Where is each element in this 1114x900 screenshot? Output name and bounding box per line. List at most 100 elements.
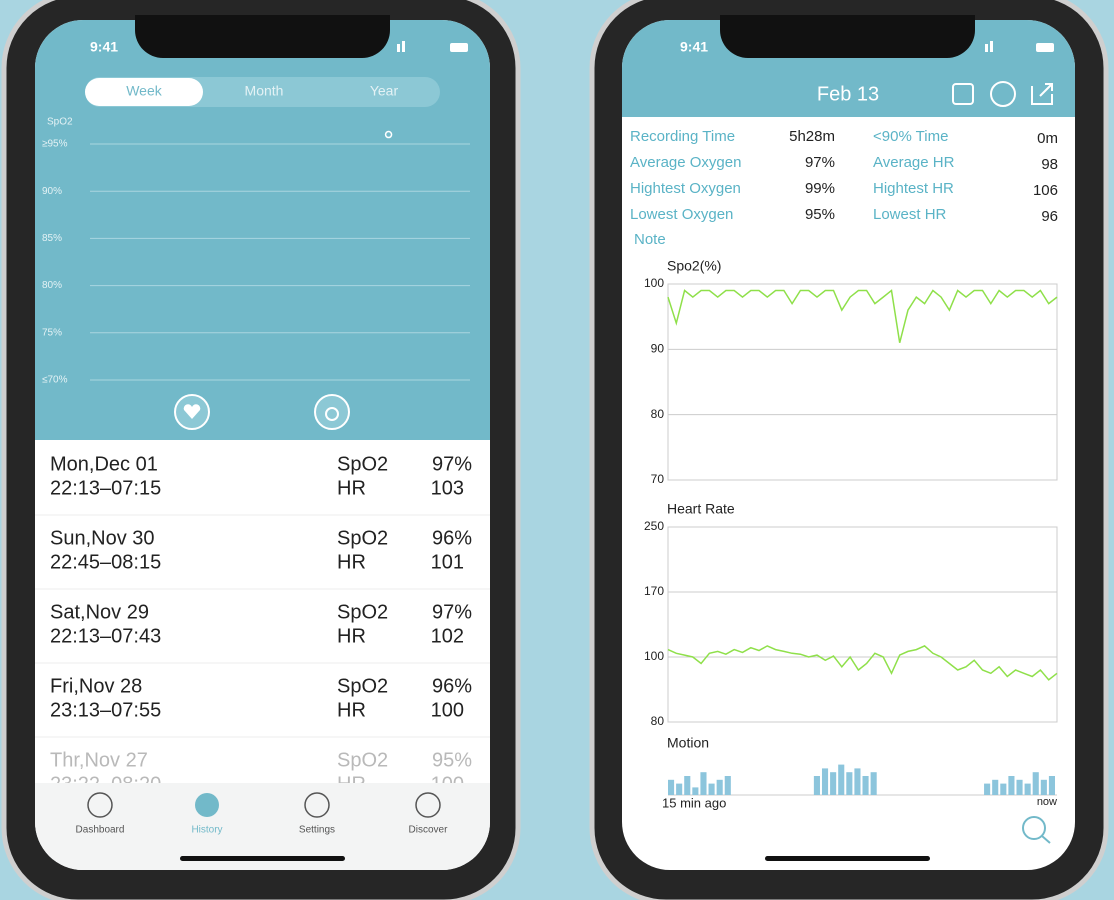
y-tick-label: 80 xyxy=(651,714,665,728)
y-tick-label: 90% xyxy=(42,186,62,197)
nav-label[interactable]: History xyxy=(191,825,222,836)
nav-icon xyxy=(304,792,330,818)
spo2-value: 96% xyxy=(432,527,472,549)
y-tick-label: 80% xyxy=(42,280,62,291)
record-time: 22:45–08:15 xyxy=(50,551,161,573)
status-time: 9:41 xyxy=(680,39,708,55)
motion-bar xyxy=(708,783,715,795)
nav-label[interactable]: Settings xyxy=(299,825,335,836)
stat-value: 98 xyxy=(1041,156,1058,173)
y-tick-label: ≤70% xyxy=(42,375,68,386)
stat-value: 99% xyxy=(805,180,835,197)
hr-label: HR xyxy=(337,625,366,647)
y-tick-label: 70 xyxy=(651,472,665,486)
spo2-value: 97% xyxy=(432,601,472,623)
nav-label[interactable]: Discover xyxy=(409,825,449,836)
motion-bar xyxy=(830,772,837,795)
status-icons xyxy=(397,41,1054,52)
record-date: Sat,Nov 29 xyxy=(50,601,149,623)
record-date: Thr,Nov 27 xyxy=(50,749,148,771)
stat-label: <90% Time xyxy=(873,128,948,145)
spo2-value: 97% xyxy=(432,453,472,475)
home-indicator xyxy=(765,856,930,861)
help-button[interactable] xyxy=(990,81,1016,107)
hr-value: 103 xyxy=(431,477,464,499)
note: Note xyxy=(634,231,666,248)
record-date: Fri,Nov 28 xyxy=(50,675,142,697)
y-tick-label: 90 xyxy=(651,342,665,356)
motion-bar xyxy=(870,772,877,795)
edit-button[interactable] xyxy=(952,83,974,105)
stat-value: 5h28m xyxy=(789,128,835,145)
motion-bar xyxy=(1040,779,1047,795)
record-time: 23:22–08:20 xyxy=(50,773,161,795)
motion-bar xyxy=(700,772,707,795)
motion-bar xyxy=(992,779,999,795)
motion-bar xyxy=(1048,776,1055,795)
hr-value: 100 xyxy=(431,699,464,721)
record-date: Mon,Dec 01 xyxy=(50,453,158,475)
right-screen: Feb 13 Recording Time 5h28m <90% Time 0m Aver… xyxy=(622,20,1075,870)
y-tick-label: ≥95% xyxy=(42,139,68,150)
motion-bar xyxy=(854,768,861,795)
hr-label: HR xyxy=(337,477,366,499)
motion-bar xyxy=(1008,776,1015,795)
share-button[interactable] xyxy=(1031,83,1053,105)
spo2-value: 95% xyxy=(432,749,472,771)
record-row[interactable]: Thr,Nov 2723:22–08:20 SpO2 95% HR 100 xyxy=(35,749,490,811)
spo2-label: SpO2 xyxy=(337,749,388,771)
spo2-label: SpO2 xyxy=(337,601,388,623)
motion-bar xyxy=(684,776,691,795)
notch xyxy=(720,15,975,58)
stat-label: Average Oxygen xyxy=(630,154,741,171)
motion-bar xyxy=(676,783,683,795)
tab[interactable]: Week xyxy=(126,83,163,99)
motion-bar xyxy=(838,764,845,795)
motion-bar xyxy=(692,787,699,795)
hr-label: HR xyxy=(337,773,366,795)
x-end-label: now xyxy=(1037,796,1057,808)
spo2-value: 96% xyxy=(432,675,472,697)
chart-title: Spo2(%) xyxy=(667,258,721,274)
status-time: 9:41 xyxy=(90,39,118,55)
stat-label: Hightest Oxygen xyxy=(630,180,741,197)
nav-label[interactable]: Dashboard xyxy=(76,825,125,836)
left-screen: Week Month Year SpO2 ≥95% 90% 85% 80% 75% ≤70% Mon… xyxy=(35,20,490,870)
stat-value: 96 xyxy=(1041,208,1058,225)
y-tick-label: 80 xyxy=(651,407,665,421)
spo2-label: SpO2 xyxy=(337,453,388,475)
chart-title: Motion xyxy=(667,735,709,751)
home-indicator xyxy=(180,856,345,861)
y-tick-label: 100 xyxy=(644,649,664,663)
stat-value: 0m xyxy=(1037,130,1058,147)
tab[interactable]: Year xyxy=(370,83,399,99)
motion-bar xyxy=(862,776,869,795)
chart-title: Heart Rate xyxy=(667,501,735,517)
nav-icon xyxy=(87,792,113,818)
motion-bar xyxy=(813,776,820,795)
trace-line xyxy=(667,289,1058,343)
axis-title: SpO2 xyxy=(47,117,73,128)
motion-bar xyxy=(1016,779,1023,795)
hr-value: 100 xyxy=(431,773,464,795)
tab[interactable]: Month xyxy=(245,83,284,99)
zoom-button[interactable] xyxy=(1022,816,1046,840)
y-tick-label: 85% xyxy=(42,233,62,244)
spo2-label: SpO2 xyxy=(337,675,388,697)
stat-value: 106 xyxy=(1033,182,1058,199)
record-date: Sun,Nov 30 xyxy=(50,527,155,549)
stat-label: Lowest Oxygen xyxy=(630,206,733,223)
y-tick-label: 75% xyxy=(42,327,62,338)
stat-label: Average HR xyxy=(873,154,955,171)
oxygen-button[interactable] xyxy=(314,394,350,430)
nav-icon xyxy=(415,792,441,818)
motion-bar xyxy=(821,768,829,795)
motion-bar xyxy=(846,772,853,795)
